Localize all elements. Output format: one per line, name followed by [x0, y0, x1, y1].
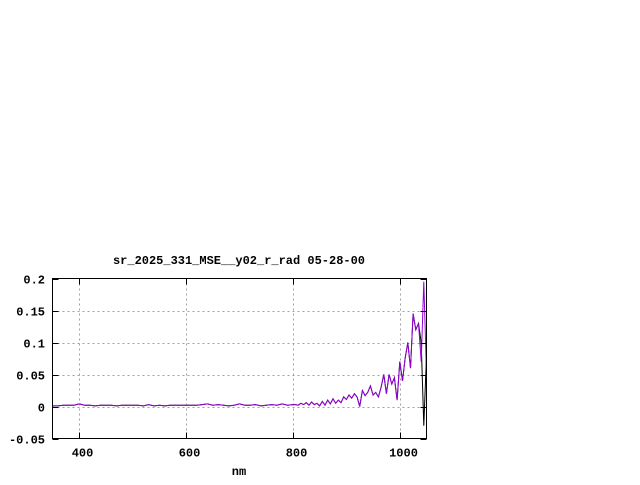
- y-tick-label: 0.2: [23, 274, 45, 288]
- series-group: [52, 281, 427, 426]
- series-line-2: [52, 281, 427, 407]
- y-tick-label: 0.1: [23, 338, 45, 352]
- x-tick-label: 800: [286, 447, 308, 461]
- y-tick-label: 0.15: [16, 306, 45, 320]
- chart-title: sr_2025_331_MSE__y02_r_rad 05-28-00: [113, 254, 365, 268]
- x-tick-label: 600: [179, 447, 201, 461]
- y-tick-label: -0.05: [9, 434, 45, 448]
- y-tick-label: 0.05: [16, 370, 45, 384]
- plot-frame: [52, 278, 427, 439]
- series-line-1: [52, 313, 427, 426]
- x-axis-label: nm: [232, 465, 246, 479]
- x-tick-label: 1000: [389, 447, 418, 461]
- y-tick-label: 0: [38, 402, 45, 416]
- grid: [52, 278, 427, 439]
- x-tick-label: 400: [72, 447, 94, 461]
- ticks: 400 600 800 1000 -0.05 0 0.05 0.1 0.15 0.2: [9, 274, 427, 461]
